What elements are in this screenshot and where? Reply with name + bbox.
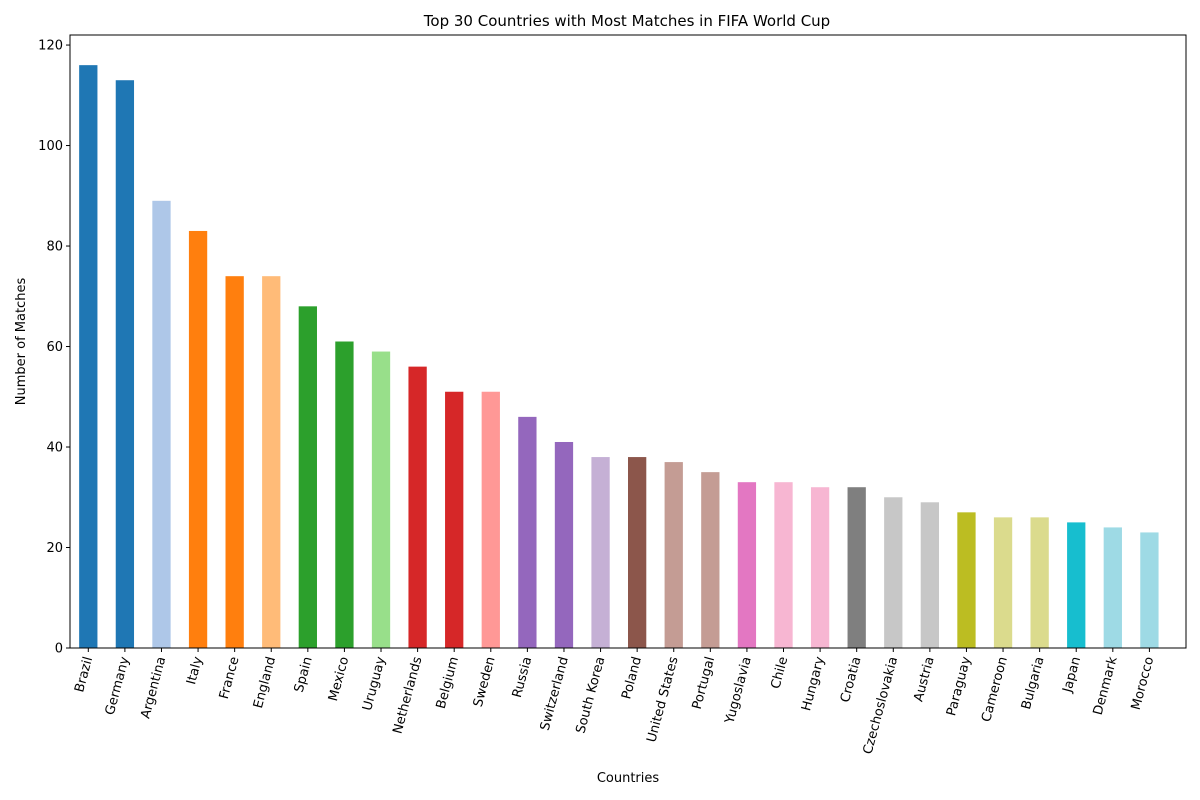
x-tick-label: United States (644, 655, 681, 744)
x-tick-label: Portugal (690, 655, 718, 711)
x-tick-label: Cameroon (979, 655, 1011, 724)
x-tick-label: Netherlands (390, 655, 425, 736)
bar-yugoslavia (737, 482, 757, 648)
chart-title: Top 30 Countries with Most Matches in FI… (423, 12, 830, 30)
bar-argentina (152, 200, 171, 649)
bar-chile (774, 482, 793, 648)
x-tick-label: Morocco (1129, 655, 1158, 712)
bar-spain (298, 306, 317, 648)
bar-paraguay (957, 512, 976, 648)
x-tick-label: Yugoslavia (722, 655, 754, 726)
bars-group (79, 65, 1159, 649)
x-tick-label: Italy (184, 655, 206, 686)
x-tick-label: Mexico (326, 655, 352, 703)
x-tick-label: Austria (911, 655, 937, 703)
y-tick-label: 20 (46, 541, 63, 556)
bar-united-states (664, 462, 683, 648)
bar-mexico (335, 341, 354, 648)
bar-switzerland (554, 441, 574, 648)
bar-uruguay (371, 351, 391, 648)
bar-belgium (445, 391, 464, 648)
x-tick-label: Argentina (138, 655, 169, 720)
bar-morocco (1140, 532, 1159, 648)
bar-portugal (701, 472, 720, 648)
x-tick-label: Russia (510, 655, 535, 699)
bar-sweden (481, 391, 500, 648)
y-tick-label: 120 (38, 39, 63, 54)
bar-germany (115, 80, 135, 648)
bar-netherlands (408, 366, 427, 648)
x-tick-label: England (251, 655, 279, 710)
x-axis-label: Countries (597, 771, 660, 786)
x-tick-label: Hungary (799, 655, 828, 713)
x-tick-label: Bulgaria (1019, 655, 1047, 711)
y-axis-label: Number of Matches (14, 278, 29, 406)
bar-hungary (810, 487, 830, 648)
plot-frame (69, 34, 1187, 649)
x-tick-label: Czechoslovakia (861, 655, 901, 756)
y-tick-label: 100 (38, 139, 63, 154)
x-tick-label: Denmark (1091, 655, 1121, 717)
y-tick-label: 40 (46, 441, 63, 456)
y-tick-label: 60 (46, 340, 63, 355)
x-tick-label: France (217, 655, 243, 701)
bar-austria (920, 502, 940, 648)
bar-south-korea (591, 457, 610, 648)
x-tick-label: Uruguay (360, 655, 389, 713)
x-tick-label: South Korea (574, 655, 609, 735)
bar-japan (1067, 522, 1086, 648)
bar-croatia (847, 487, 866, 648)
x-tick-label: Japan (1060, 655, 1084, 695)
x-tick-label: Brazil (72, 655, 96, 694)
x-tick-label: Paraguay (944, 655, 974, 718)
bar-poland (628, 457, 647, 648)
bar-france (225, 276, 244, 648)
x-axis-ticks: Brazil Germany Argentina Italy France England… (72, 648, 1157, 756)
bar-denmark (1103, 527, 1122, 648)
x-tick-label: Poland (619, 655, 645, 701)
bar-england (262, 276, 281, 648)
y-tick-label: 80 (46, 240, 63, 255)
bar-bulgaria (1030, 517, 1049, 648)
x-tick-label: Sweden (471, 655, 499, 709)
x-tick-label: Spain (292, 655, 316, 694)
bar-brazil (79, 65, 98, 649)
bar-russia (518, 416, 537, 648)
x-tick-label: Croatia (838, 655, 865, 704)
x-tick-label: Chile (768, 655, 791, 690)
y-axis-ticks: 0 20 40 60 80 100 120 (38, 39, 70, 657)
x-tick-label: Switzerland (538, 655, 572, 732)
x-tick-label: Belgium (434, 655, 462, 710)
y-tick-label: 0 (55, 642, 63, 657)
bar-cameroon (993, 517, 1013, 648)
bar-italy (188, 230, 208, 648)
x-tick-label: Germany (103, 655, 133, 717)
bar-czechoslovakia (884, 497, 903, 648)
